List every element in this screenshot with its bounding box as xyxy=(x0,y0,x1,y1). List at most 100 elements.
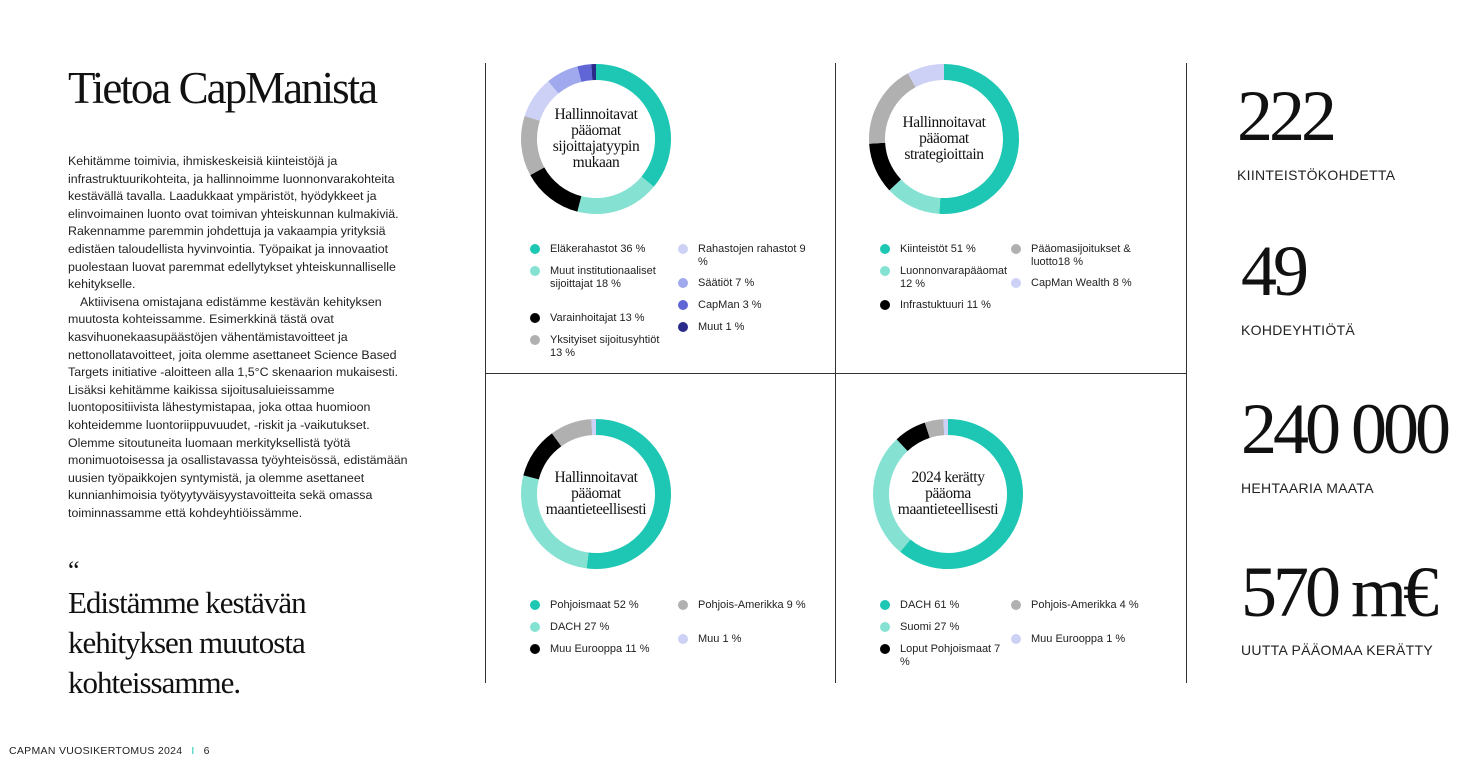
legend-label: Pohjoismaat 52 % xyxy=(550,599,639,611)
legend-item: Kiinteistöt 51 % xyxy=(880,243,1005,256)
legend-swatch xyxy=(530,313,540,323)
donut-segment-muut-institutionaaliset-sijoittajat-18 xyxy=(577,176,654,214)
legend-swatch xyxy=(880,622,890,632)
legend-item: Pohjois-Amerikka 4 % xyxy=(1011,599,1151,612)
legend-label: DACH 61 % xyxy=(900,599,960,611)
legend-item: Muu 1 % xyxy=(678,633,818,646)
donut-segment-pääomasijoitukset-luotto18 xyxy=(869,73,916,144)
legend-item: Muu Eurooppa 11 % xyxy=(530,643,670,656)
legend-item: Muut 1 % xyxy=(678,321,818,334)
donut-segment-dach-61 xyxy=(900,419,1023,569)
legend-swatch xyxy=(678,634,688,644)
legend-item: Pääomasijoitukset & luotto18 % xyxy=(1011,243,1151,269)
legend-item: Luonnonvarapääomat 12 % xyxy=(880,265,1008,291)
donut-chart-1 xyxy=(521,64,671,214)
body-text: Kehitämme toimivia, ihmiskeskeisiä kiint… xyxy=(68,153,418,522)
stat-label-capital-raised: UUTTA PÄÄOMAA KERÄTTY xyxy=(1241,642,1433,658)
legend-swatch xyxy=(880,644,890,654)
stat-label-hectares: HEHTAARIA MAATA xyxy=(1241,480,1374,496)
legend-label: Muu 1 % xyxy=(698,633,742,645)
donut-label-2: Hallinnoitavat pääomat strategioittain xyxy=(902,114,986,163)
stat-number-portfolio-companies: 49 xyxy=(1241,231,1309,311)
legend-label: Varainhoitajat 13 % xyxy=(550,312,645,324)
legend-label: Säätiöt 7 % xyxy=(698,277,755,289)
legend-label: Muu Eurooppa 1 % xyxy=(1031,633,1126,645)
donut-label-1: Hallinnoitavat pääomat sijoittajatyypin … xyxy=(552,106,640,171)
donut-segment-pohjois-amerikka-4 xyxy=(924,419,945,438)
divider-right xyxy=(1186,63,1187,683)
legend-label: CapMan 3 % xyxy=(698,299,762,311)
donut-segment-dach-27 xyxy=(521,475,589,569)
legend-label: Muut institutionaaliset sijoittajat 18 % xyxy=(550,265,656,290)
donut-chart-4 xyxy=(873,419,1023,569)
legend-item: Varainhoitajat 13 % xyxy=(530,312,670,325)
legend-label: Yksityiset sijoitusyhtiöt 13 % xyxy=(550,334,660,359)
legend-swatch xyxy=(1011,244,1021,254)
legend-item: Pohjois-Amerikka 9 % xyxy=(678,599,818,612)
body-paragraph-1: Kehitämme toimivia, ihmiskeskeisiä kiint… xyxy=(68,154,399,292)
legend-swatch xyxy=(880,244,890,254)
legend-item: Rahastojen rahastot 9 % xyxy=(678,243,818,269)
legend-item: Muu Eurooppa 1 % xyxy=(1011,633,1151,646)
legend-label: Suomi 27 % xyxy=(900,621,960,633)
donut-segment-säätiöt-7 xyxy=(548,66,582,94)
donut-chart-2 xyxy=(869,64,1019,214)
donut-segment-pohjoismaat-52 xyxy=(586,419,671,569)
pull-quote: Edistämme kestävän kehityksen muutosta k… xyxy=(68,585,307,700)
legend-swatch xyxy=(1011,634,1021,644)
donut-segment-capman-3 xyxy=(577,64,593,82)
legend-label: Pohjois-Amerikka 4 % xyxy=(1031,599,1139,611)
legend-swatch xyxy=(880,300,890,310)
legend-label: DACH 27 % xyxy=(550,621,610,633)
legend-label: Pohjois-Amerikka 9 % xyxy=(698,599,806,611)
legend-swatch xyxy=(530,244,540,254)
legend-label: CapMan Wealth 8 % xyxy=(1031,277,1132,289)
legend-item: DACH 61 % xyxy=(880,599,1005,612)
legend-label: Infrastuktuuri 11 % xyxy=(900,299,991,311)
legend-swatch xyxy=(1011,600,1021,610)
legend-swatch xyxy=(678,600,688,610)
legend-swatch xyxy=(678,300,688,310)
legend-swatch xyxy=(530,622,540,632)
legend-item: Suomi 27 % xyxy=(880,621,1005,634)
donut-segment-suomi-27 xyxy=(873,439,911,552)
legend-item: Säätiöt 7 % xyxy=(678,277,818,290)
legend-label: Pääomasijoitukset & luotto18 % xyxy=(1031,243,1131,268)
legend-item: DACH 27 % xyxy=(530,621,670,634)
body-paragraph-2: Aktiivisena omistajana edistämme kestävä… xyxy=(68,294,408,520)
donut-segment-capman-wealth-8 xyxy=(907,64,945,88)
footer: CAPMAN VUOSIKERTOMUS 2024 I 6 xyxy=(9,745,210,757)
donut-label-3: Hallinnoitavat pääomat maantieteellisest… xyxy=(545,469,647,518)
legend-swatch xyxy=(678,278,688,288)
legend-swatch xyxy=(530,335,540,345)
legend-item: Loput Pohjoismaat 7 % xyxy=(880,643,1005,669)
legend-swatch xyxy=(880,266,890,276)
divider-horizontal xyxy=(485,373,1186,374)
legend-swatch xyxy=(880,600,890,610)
legend-label: Kiinteistöt 51 % xyxy=(900,243,976,255)
legend-label: Eläkerahastot 36 % xyxy=(550,243,646,255)
legend-swatch xyxy=(1011,278,1021,288)
stat-number-capital-raised: 570 m€ xyxy=(1241,552,1439,632)
donut-chart-3 xyxy=(521,419,671,569)
stat-number-hectares: 240 000 xyxy=(1241,389,1451,469)
legend-swatch xyxy=(678,244,688,254)
footer-separator: I xyxy=(191,745,195,757)
legend-label: Rahastojen rahastot 9 % xyxy=(698,243,806,268)
legend-label: Loput Pohjoismaat 7 % xyxy=(900,643,1001,668)
donut-label-4: 2024 kerätty pääoma maantieteellisesti xyxy=(897,469,999,518)
legend-label: Luonnonvarapääomat 12 % xyxy=(900,265,1008,290)
donut-segment-luonnonvarapääomat-12 xyxy=(889,179,941,214)
legend-item: Muut institutionaaliset sijoittajat 18 % xyxy=(530,265,670,291)
donut-segment-varainhoitajat-13 xyxy=(530,167,582,212)
footer-page-number: 6 xyxy=(203,745,210,757)
legend-item: Yksityiset sijoitusyhtiöt 13 % xyxy=(530,334,670,360)
legend-item: CapMan Wealth 8 % xyxy=(1011,277,1151,290)
donut-segment-yksityiset-sijoitusyhtiöt-13 xyxy=(521,115,545,176)
donut-segment-pohjois-amerikka-9 xyxy=(551,419,593,447)
donut-segment-rahastojen-rahastot-9 xyxy=(524,81,559,122)
legend-swatch xyxy=(530,644,540,654)
donut-segment-eläkerahastot-36 xyxy=(595,64,671,187)
legend-swatch xyxy=(530,266,540,276)
legend-item: Infrastuktuuri 11 % xyxy=(880,299,1005,312)
